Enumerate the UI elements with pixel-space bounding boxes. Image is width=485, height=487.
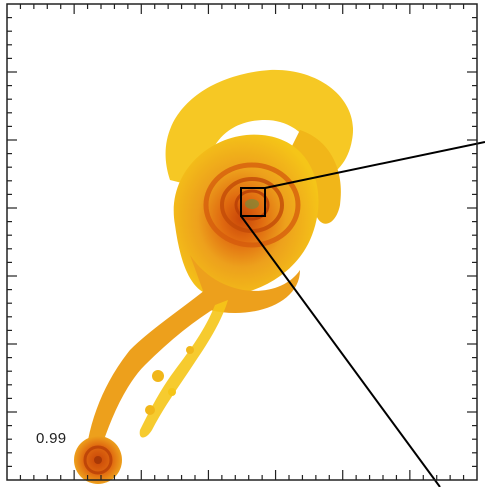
clump-2 (152, 370, 164, 382)
tidal-stream (87, 290, 228, 456)
connector-line-upper (264, 141, 485, 189)
outer-arc (165, 69, 354, 190)
frame-border (6, 3, 478, 481)
clump-4 (168, 388, 176, 396)
zoom-indicator (240, 141, 485, 487)
satellite-spiral (74, 436, 122, 484)
stream-branch (139, 300, 228, 438)
plot-frame (6, 3, 478, 481)
time-label: 0.99 (36, 430, 67, 447)
clump-1 (186, 346, 194, 354)
tick-marks (7, 4, 477, 480)
satellite-ring (83, 445, 113, 475)
main-galaxy (165, 69, 354, 314)
connector-line-lower (240, 215, 441, 487)
clump-3 (145, 405, 155, 415)
galaxy-core (245, 199, 259, 209)
disk-ring-1 (203, 162, 301, 248)
disk-ring-3 (234, 189, 270, 221)
spiral-arm-lower (190, 255, 300, 314)
zoom-box (240, 187, 266, 217)
satellite-core (94, 456, 102, 464)
